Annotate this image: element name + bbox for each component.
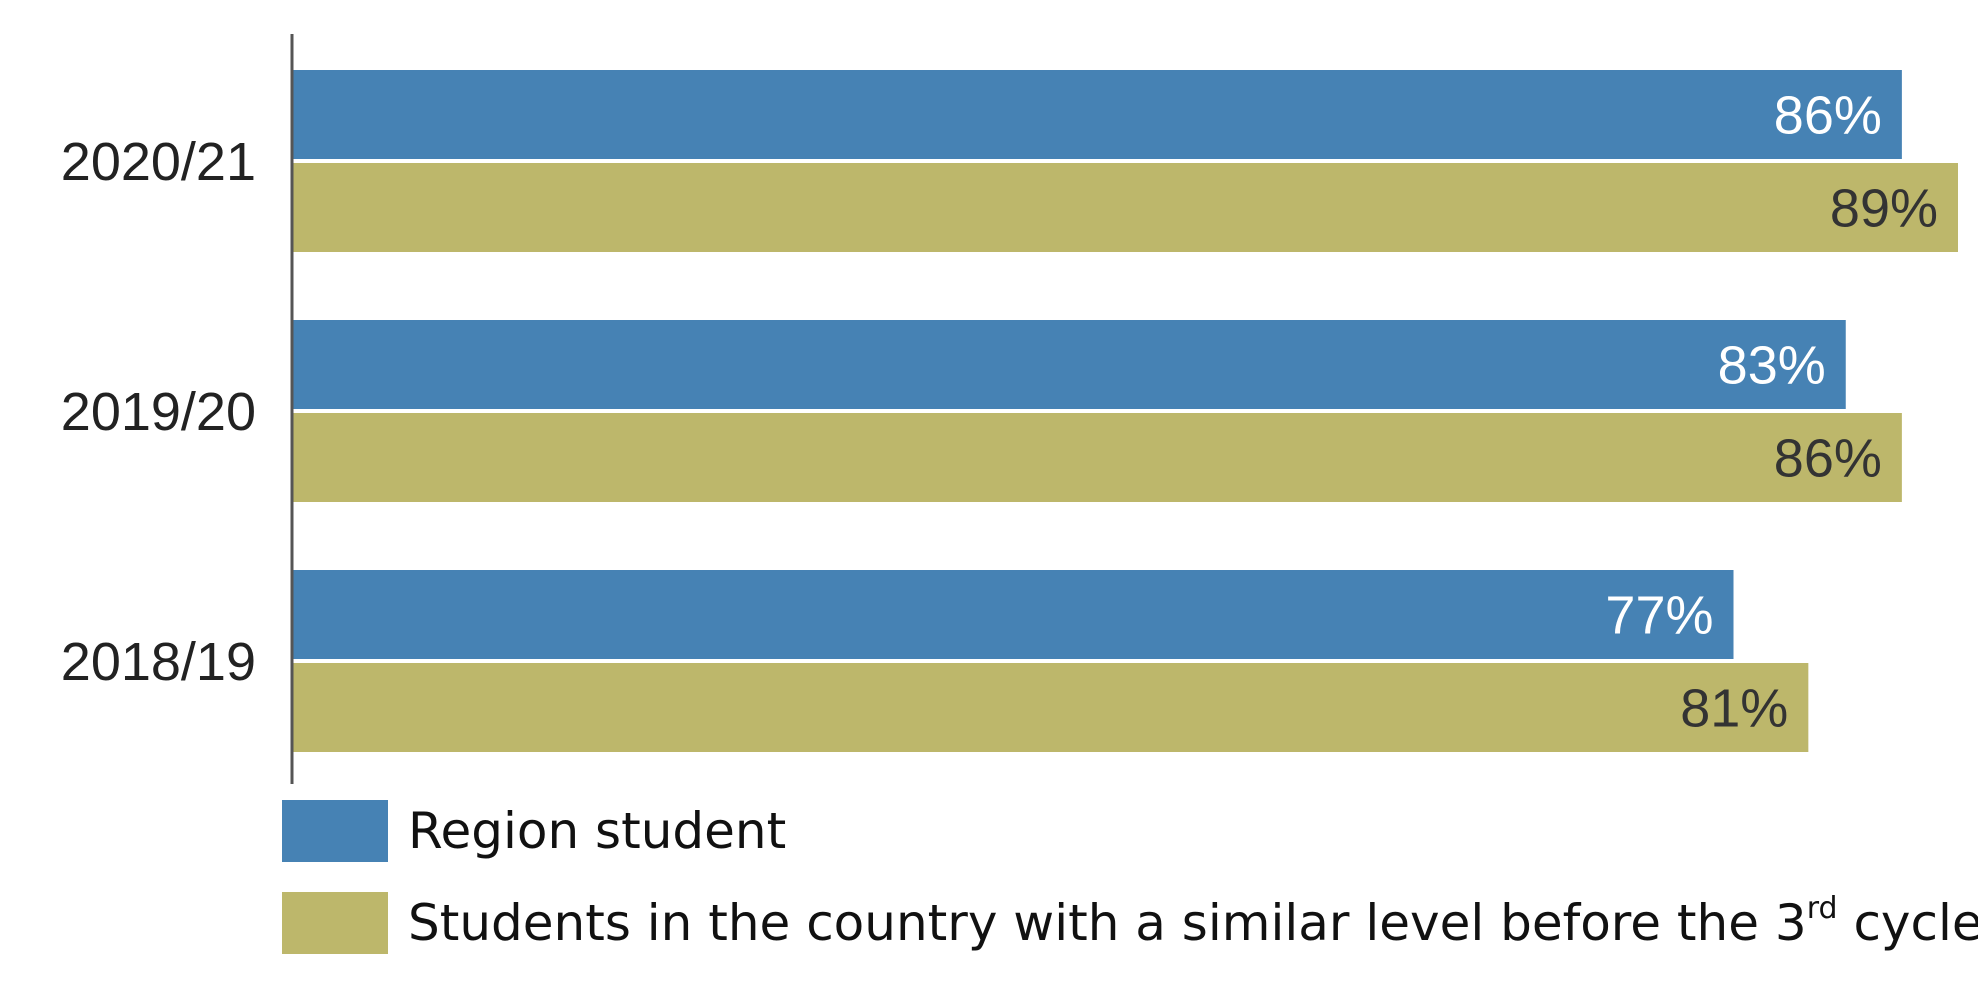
legend-label-superscript: rd — [1806, 891, 1838, 926]
category-labels: 2020/21 2019/20 2018/19 — [61, 132, 256, 692]
value-label-2020-21-series-1: 86% — [1774, 86, 1882, 146]
legend-item-country-students: Students in the country with a similar l… — [282, 892, 1978, 954]
bar-2018-19-series-2 — [293, 663, 1809, 752]
legend-label-country-students: Students in the country with a similar l… — [408, 892, 1978, 954]
value-labels: 86% 89% 83% 86% 77% 81% — [1605, 86, 1938, 739]
bars-layer — [293, 70, 1958, 752]
value-label-2019-20-series-2: 86% — [1774, 429, 1882, 489]
legend-item-region-student: Region student — [282, 800, 1972, 862]
legend-swatch-country-students — [282, 892, 388, 954]
value-label-2018-19-series-1: 77% — [1605, 586, 1713, 646]
bar-2019-20-series-1 — [293, 320, 1846, 409]
bar-2020-21-series-2 — [293, 163, 1958, 252]
legend-label-country-students-end: cycle — [1837, 894, 1978, 952]
value-label-2018-19-series-2: 81% — [1680, 679, 1788, 739]
legend-label-region-student: Region student — [408, 802, 787, 860]
legend-label-country-students-main: Students in the country with a similar l… — [408, 894, 1807, 952]
bar-2018-19-series-1 — [293, 570, 1734, 659]
category-label-2019-20: 2019/20 — [61, 382, 256, 442]
bar-chart: 2020/21 2019/20 2018/19 86% 89% 83% 86% 77% 81% — [61, 34, 1958, 784]
bar-2020-21-series-1 — [293, 70, 1902, 159]
bar-2019-20-series-2 — [293, 413, 1902, 502]
value-label-2019-20-series-1: 83% — [1718, 336, 1826, 396]
value-label-2020-21-series-2: 89% — [1830, 179, 1938, 239]
legend: Region student Students in the country w… — [282, 800, 1978, 984]
legend-swatch-region-student — [282, 800, 388, 862]
category-label-2018-19: 2018/19 — [61, 632, 256, 692]
category-label-2020-21: 2020/21 — [61, 132, 256, 192]
